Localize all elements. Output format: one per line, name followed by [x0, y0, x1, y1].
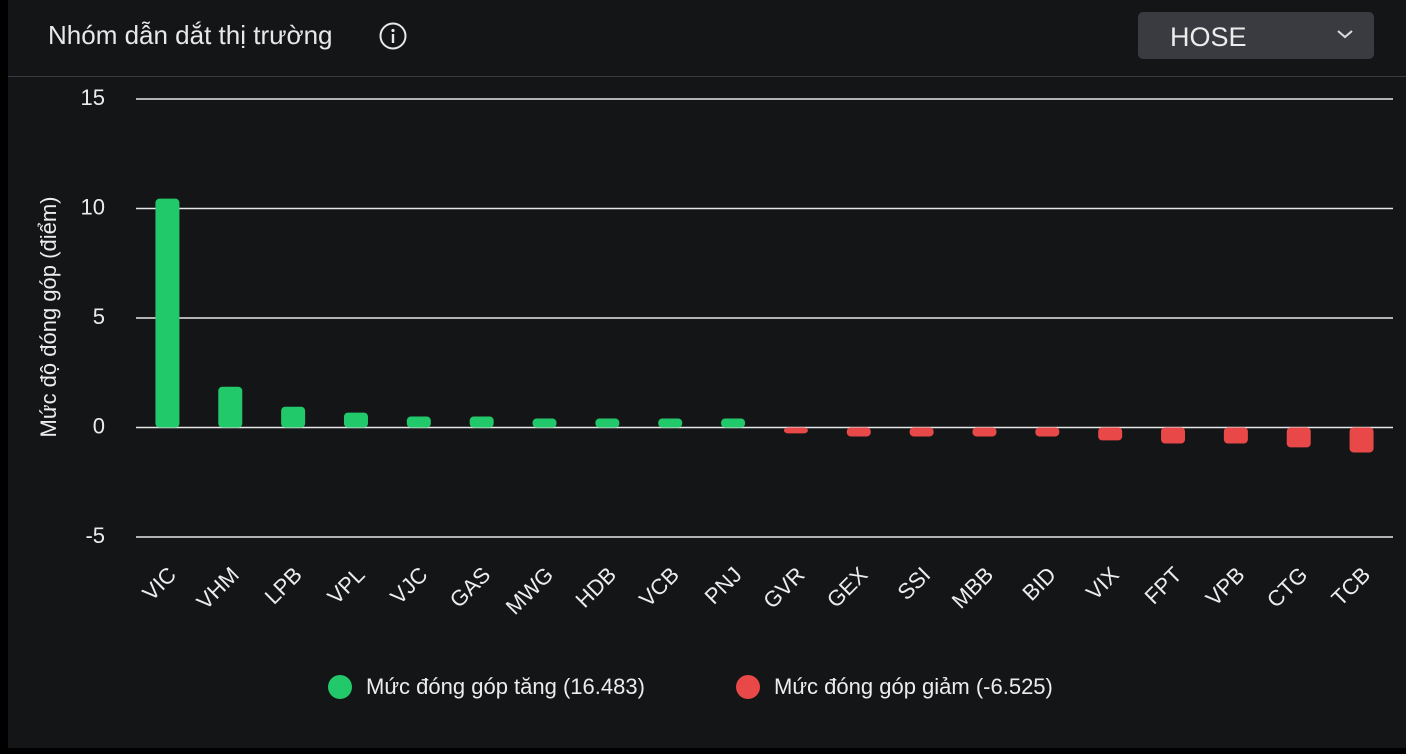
bar: [721, 418, 746, 428]
chevron: [1337, 30, 1353, 39]
x-tick-label: VPB: [1201, 562, 1250, 611]
bar: [343, 412, 368, 428]
bar: [909, 427, 934, 437]
title: Nhóm dẫn dắt thị trường: [48, 20, 333, 50]
x-tick-label: PNJ: [700, 562, 747, 609]
x-tick-label: MWG: [501, 562, 558, 619]
bar: [658, 418, 683, 428]
bar: [1286, 427, 1311, 448]
legend-label: Mức đóng góp tăng (16.483): [366, 674, 645, 699]
x-tick-label: MBB: [947, 562, 998, 613]
y-tick-label: 5: [93, 304, 105, 329]
dropdown-value: HOSE: [1170, 22, 1247, 52]
y-tick-label: 0: [93, 413, 105, 438]
bar: [281, 406, 306, 428]
bar: [469, 416, 494, 428]
info-icon[interactable]: [378, 21, 408, 51]
x-tick-label: CTG: [1262, 562, 1313, 613]
y-axis-label: Mức độ đóng góp (điểm): [36, 197, 61, 438]
bar: [1098, 427, 1123, 441]
legend-label: Mức đóng góp giảm (-6.525): [774, 674, 1053, 699]
exchange-dropdown[interactable]: HOSE: [1138, 12, 1374, 59]
x-tick-label: HDB: [570, 562, 621, 613]
x-tick-label: VHM: [192, 562, 244, 614]
header: Nhóm dẫn dắt thị trường HOSE: [8, 0, 1406, 77]
x-tick-label: LPB: [260, 562, 307, 609]
bar: [218, 386, 243, 428]
x-tick-label: VIC: [137, 562, 181, 606]
y-tick-label: -5: [85, 523, 105, 548]
x-tick-label: GVR: [758, 562, 809, 613]
y-tick-label: 15: [81, 85, 105, 110]
bar: [846, 427, 871, 437]
bar: [972, 427, 997, 437]
x-tick-label: VJC: [385, 562, 432, 609]
bar: [595, 418, 620, 428]
x-tick-label: SSI: [893, 562, 936, 605]
x-tick-label: VIX: [1081, 562, 1124, 605]
x-tick-label: VCB: [634, 562, 684, 612]
legend-marker: [736, 675, 760, 699]
bar: [783, 427, 808, 434]
bar: [1349, 427, 1374, 453]
bar: [1161, 427, 1186, 444]
panel: Nhóm dẫn dắt thị trường HOSE: [8, 0, 1406, 748]
x-tick-label: BID: [1017, 562, 1061, 606]
x-tick-label: GEX: [822, 562, 873, 613]
x-tick-label: VPL: [323, 562, 370, 609]
bar: [1223, 427, 1248, 444]
bar: [406, 416, 431, 428]
x-tick-label: FPT: [1140, 562, 1187, 609]
y-tick-label: 10: [81, 194, 105, 219]
legend-marker: [328, 675, 352, 699]
x-tick-label: TCB: [1326, 562, 1375, 611]
bar: [532, 418, 557, 428]
x-tick-label: GAS: [445, 562, 496, 613]
bar: [1035, 427, 1060, 437]
bar: [155, 198, 180, 428]
